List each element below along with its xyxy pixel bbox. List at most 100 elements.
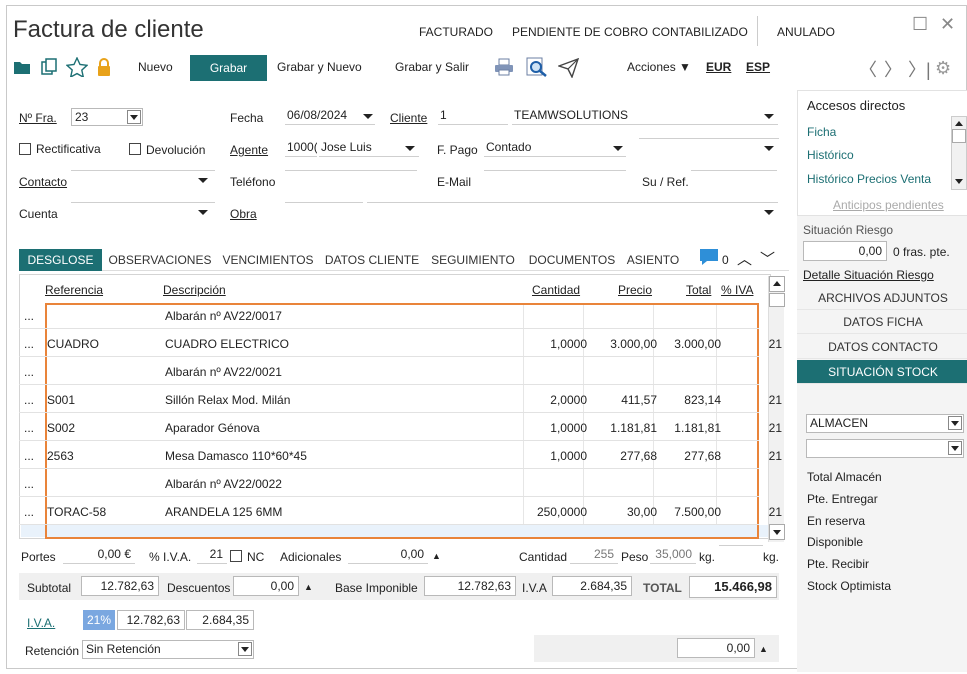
tab-desglose[interactable]: DESGLOSE [19,249,102,271]
esp-link[interactable]: ESP [746,60,771,74]
prev-record-icon[interactable]: 〈 [859,60,877,80]
lock-icon[interactable] [96,57,112,77]
table-row[interactable]: ... Albarán nº AV22/0022 [19,469,759,497]
nc-checkbox[interactable] [230,550,242,562]
tab-documentos[interactable]: DOCUMENTOS [528,253,616,267]
print-icon[interactable] [494,58,514,76]
situacion-stock-button[interactable]: SITUACIÓN STOCK [797,360,967,384]
cuenta-input[interactable] [71,202,215,203]
sidebar-link-historico-precios[interactable]: Histórico Precios Venta [807,172,932,186]
row-menu-dots[interactable]: ... [24,449,35,463]
archivos-adjuntos-button[interactable]: ARCHIVOS ADJUNTOS [797,286,967,310]
accesos-scrollbar[interactable] [951,116,967,190]
accesos-scroll-up-icon[interactable] [955,121,963,126]
grid-scrollbar[interactable] [768,276,785,542]
status-contabilizado[interactable]: CONTABILIZADO [652,25,748,39]
tab-datos-cliente[interactable]: DATOS CLIENTE [324,253,420,267]
obra-code-input[interactable] [285,202,363,203]
almacen-secondary-dropdown-icon[interactable] [948,441,962,455]
copy-icon[interactable] [40,58,58,76]
settings-gear-icon[interactable]: ⚙ [935,58,952,78]
new-row-highlight[interactable] [21,525,769,537]
almacen-dropdown-icon[interactable] [948,416,962,430]
fpago-input[interactable]: Contado [484,138,626,157]
adicionales-input[interactable]: 0,00 [348,545,428,564]
obra-name-input[interactable] [367,202,778,203]
tab-observaciones[interactable]: OBSERVACIONES [108,253,212,267]
row-menu-dots[interactable]: ... [24,421,35,435]
row-menu-dots[interactable]: ... [24,393,35,407]
table-row[interactable]: ... TORAC-58 ARANDELA 125 6MM 250,0000 30,00… [19,497,782,525]
rectificativa-checkbox[interactable] [19,143,31,155]
tab-vencimientos[interactable]: VENCIMIENTOS [222,253,314,267]
grabar-salir-button[interactable]: Grabar y Salir [395,60,470,74]
devolucion-checkbox[interactable] [129,143,141,155]
close-icon[interactable]: ✕ [940,14,956,34]
table-row[interactable]: ... S002 Aparador Génova 1,0000 1.181,81 1.18… [19,413,782,441]
telefono-input[interactable] [285,170,417,171]
cliente-name-input[interactable]: TEAMWSOLUTIONS [512,106,778,125]
folder-icon[interactable] [13,59,31,75]
almacen-select[interactable]: ALMACEN [806,414,964,433]
status-pendiente-cobro[interactable]: PENDIENTE DE COBRO [512,25,649,39]
col-referencia[interactable]: Referencia [45,283,104,297]
chevron-up-icon[interactable]: ︿ [737,251,753,268]
acciones-menu[interactable]: Acciones ▼ [627,60,691,74]
descuentos-input[interactable]: 0,00 [233,576,299,596]
datos-contacto-button[interactable]: DATOS CONTACTO [797,335,967,359]
scroll-down-icon[interactable] [769,524,785,540]
portes-input[interactable]: 0,00 € [63,545,135,564]
row-menu-dots[interactable]: ... [24,505,35,519]
cliente-code-input[interactable]: 1 [438,106,508,125]
nuevo-button[interactable]: Nuevo [138,60,173,74]
table-row[interactable]: ... CUADRO CUADRO ELECTRICO 1,0000 3.000,00 3… [19,329,782,357]
agente-name-input[interactable]: Jose Luis [319,138,419,157]
row-menu-dots[interactable]: ... [24,309,35,323]
status-anulado[interactable]: ANULADO [777,25,836,39]
accesos-scroll-down-icon[interactable] [955,179,963,184]
col-precio[interactable]: Precio [618,283,653,297]
eur-link[interactable]: EUR [706,60,732,74]
maximize-icon[interactable]: ☐ [912,14,929,34]
row-menu-dots[interactable]: ... [24,477,35,491]
preview-icon[interactable] [526,57,548,77]
sidebar-link-historico[interactable]: Histórico [807,148,854,162]
nfra-input[interactable]: 23 [71,108,143,126]
next-record-icon[interactable]: 〉 [884,60,902,80]
col-iva[interactable]: % IVA [721,283,754,297]
iva-breakdown-link[interactable]: I.V.A. [27,616,56,630]
almacen-secondary-select[interactable] [806,439,964,458]
cliente-dropdown-icon[interactable] [764,114,774,119]
fpago-dropdown-icon[interactable] [613,146,623,151]
fpago-extra-dropdown-icon[interactable] [764,146,774,151]
datos-ficha-button[interactable]: DATOS FICHA [797,310,967,334]
anticipos-link[interactable]: Anticipos pendientes [833,198,944,212]
grabar-nuevo-button[interactable]: Grabar y Nuevo [277,60,362,74]
table-row[interactable]: ... S001 Sillón Relax Mod. Milán 2,0000 411,… [19,385,782,413]
suref-input[interactable] [691,170,777,171]
table-row[interactable]: ... Albarán nº AV22/0021 [19,357,759,385]
retencion-up-icon[interactable]: ▲ [759,644,768,654]
retencion-dropdown-icon[interactable] [238,642,252,656]
descuentos-up-icon[interactable]: ▲ [304,582,313,592]
adicionales-up-icon[interactable]: ▲ [432,551,441,561]
tab-asiento[interactable]: ASIENTO [626,253,680,267]
row-menu-dots[interactable]: ... [24,365,35,379]
star-icon[interactable] [66,57,88,77]
status-facturado[interactable]: FACTURADO [419,25,494,39]
cuenta-dropdown-icon[interactable] [198,210,208,215]
send-icon[interactable] [558,58,580,78]
scroll-up-icon[interactable] [769,276,785,292]
row-menu-dots[interactable]: ... [24,337,35,351]
col-total[interactable]: Total [686,283,712,297]
sidebar-link-ficha[interactable]: Ficha [807,125,837,139]
obra-dropdown-icon[interactable] [764,210,774,215]
table-row[interactable]: ... Albarán nº AV22/0017 [19,301,759,329]
piva-input[interactable]: 21 [197,545,227,564]
detalle-riesgo-link[interactable]: Detalle Situación Riesgo [803,268,934,282]
fecha-input[interactable]: 06/08/2024 [285,106,375,125]
grabar-button[interactable]: Grabar [190,55,267,81]
agente-dropdown-icon[interactable] [405,146,415,151]
comment-icon[interactable] [699,248,719,266]
chevron-down-icon[interactable]: ﹀ [760,251,776,268]
